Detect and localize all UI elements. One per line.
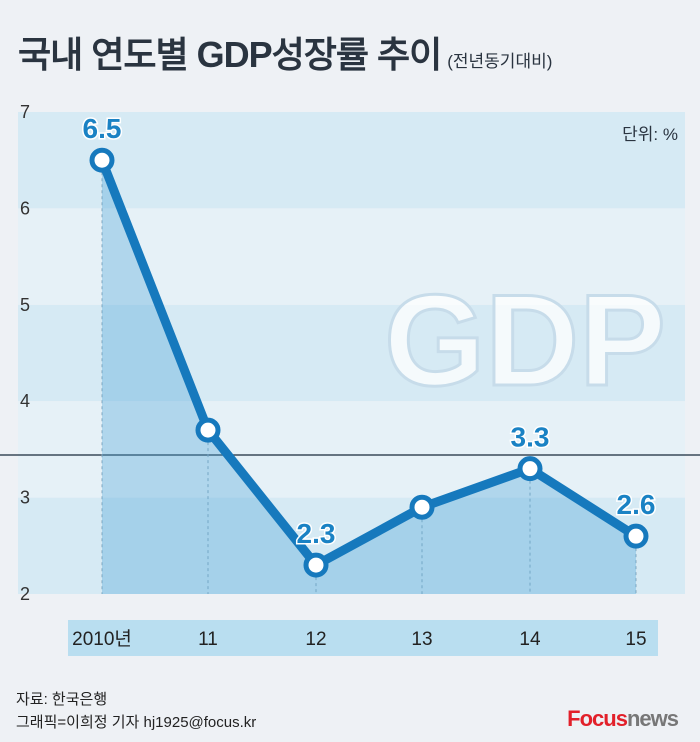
y-tick-label: 7 bbox=[20, 102, 30, 122]
y-tick-label: 5 bbox=[20, 295, 30, 315]
y-tick-label: 2 bbox=[20, 584, 30, 604]
chart-subtitle: (전년동기대비) bbox=[447, 52, 553, 71]
series-line bbox=[97, 158, 639, 570]
data-label: 2.6 bbox=[617, 489, 656, 520]
data-point bbox=[517, 456, 543, 482]
x-tick-label: 15 bbox=[625, 629, 646, 650]
y-tick-label: 6 bbox=[20, 198, 30, 218]
y-tick-label: 4 bbox=[20, 391, 30, 411]
x-axis-band bbox=[68, 620, 658, 656]
area-fill bbox=[102, 160, 636, 594]
data-label: 6.5 bbox=[83, 113, 122, 144]
credit-text: 그래픽=이희정 기자 hj1925@focus.kr bbox=[16, 714, 257, 731]
grid-band bbox=[18, 401, 685, 498]
x-tick-label: 2010년 bbox=[72, 628, 132, 650]
data-label: 3.3 bbox=[511, 422, 550, 453]
unit-label: 단위: % bbox=[622, 125, 678, 144]
data-point bbox=[623, 523, 649, 549]
grid-band bbox=[18, 304, 685, 402]
data-label: 2.3 bbox=[297, 518, 336, 549]
x-tick-label: 12 bbox=[305, 629, 326, 650]
x-tick-label: 11 bbox=[198, 629, 218, 650]
x-tick-label: 14 bbox=[519, 629, 541, 650]
background-gdp-text: GDP bbox=[384, 267, 666, 413]
data-point bbox=[195, 417, 221, 443]
data-point bbox=[303, 552, 329, 578]
grid-band bbox=[18, 112, 685, 209]
data-point bbox=[409, 494, 435, 520]
title-text: 국내 연도별 GDP성장률 추이 bbox=[18, 34, 442, 75]
source-text: 자료: 한국은행 bbox=[16, 691, 108, 708]
data-point bbox=[89, 147, 115, 173]
chart-title: 국내 연도별 GDP성장률 추이 (전년동기대비) bbox=[18, 26, 552, 78]
x-tick-label: 13 bbox=[411, 629, 432, 650]
focus-news-logo: Focusnews bbox=[567, 706, 679, 732]
logo-focus: Focus bbox=[567, 706, 628, 731]
logo-news: news bbox=[626, 706, 679, 731]
y-tick-label: 3 bbox=[20, 488, 30, 508]
